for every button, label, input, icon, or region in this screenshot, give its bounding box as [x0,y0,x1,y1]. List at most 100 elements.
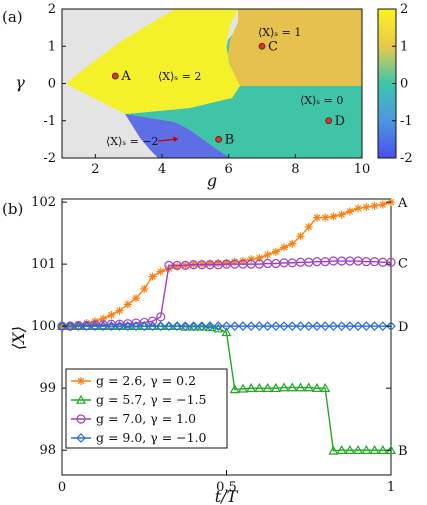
data-point [320,321,331,331]
data-point [369,444,380,454]
data-point [370,201,379,210]
end-label-c: C [398,256,408,271]
data-point [221,327,232,337]
data-point [362,203,371,212]
time-evolution-chart: 0 0.5 1 102 101 100 99 98 A C D B t/T ⟨X⟩ g = 2.6… [9,195,408,505]
data-point [147,321,158,331]
data-point [73,321,84,331]
data-point [140,284,149,293]
data-point [271,247,280,256]
point-label-d: D [335,114,345,129]
data-point [280,243,289,252]
data-point [312,213,321,222]
linechart-ytick-label: 99 [39,381,56,396]
data-point [344,444,355,454]
colorbar-tick-label: -2 [400,151,413,166]
heatmap-ytick-label: 1 [48,39,56,54]
point-label-b: B [225,132,235,147]
legend-box [65,368,228,449]
legend-label: g = 9.0, γ = −1.0 [96,430,207,445]
heatmap-xtick-label: 2 [91,162,99,177]
data-point [287,321,298,331]
data-point [246,382,257,392]
data-point [311,382,322,392]
data-point [279,321,289,331]
data-point [214,258,223,267]
data-point [147,316,158,326]
region-blue [125,114,230,158]
data-point [229,321,240,331]
data-point [114,321,125,331]
data-point [238,321,248,331]
data-point [353,321,363,331]
data-point [354,204,363,213]
data-point [271,321,281,331]
data-point [303,382,314,392]
data-point [296,232,305,241]
data-point [237,383,248,393]
linechart-ytick-label: 98 [39,443,56,458]
data-point [336,444,347,454]
data-point [378,200,387,209]
data-point [213,321,224,331]
linechart-ytick-label: 100 [31,319,56,334]
data-point [180,321,191,331]
data-point [229,384,240,394]
legend: g = 2.6, γ = 0.2 g = 5.7, γ = −1.5 g = 7.0… [65,368,228,449]
data-point [328,321,339,331]
data-point [320,382,331,392]
heatmap-ytick-label: 0 [48,77,56,92]
data-point [81,321,92,331]
data-point [148,272,157,281]
data-point [329,212,338,221]
heatmap-xtick-label: 4 [158,162,166,177]
data-point [254,382,265,392]
region-grey-upper [62,9,175,84]
data-point [386,321,396,331]
data-point [65,321,76,331]
data-point [205,321,215,331]
heatmap-xlabel: g [207,171,217,190]
data-point [345,321,355,331]
point-b [215,135,223,143]
data-point [288,239,297,248]
series-2 [57,256,396,331]
legend-item-1: g = 5.7, γ = −1.5 [71,392,207,407]
linechart-ytick-label: 101 [31,257,56,272]
point-c [258,42,266,50]
region-label-1: ⟨X⟩ₛ = 1 [258,26,301,39]
heatmap-xtick-label: 10 [354,162,371,177]
legend-swatch-marker [75,394,87,404]
legend-label: g = 7.0, γ = 1.0 [96,411,196,426]
data-point [321,213,330,222]
data-point [164,321,174,331]
legend-item-2: g = 7.0, γ = 1.0 [71,411,196,426]
data-point [156,267,165,276]
heatmap-ylabel: γ [15,73,25,92]
legend-item-0: g = 2.6, γ = 0.2 [71,373,196,388]
data-point [131,321,141,331]
region-orange [228,9,362,86]
data-point [106,321,117,331]
data-point [246,321,257,331]
data-point [377,321,388,331]
data-point [262,382,273,392]
data-point [188,321,199,331]
data-point [263,250,272,259]
data-point [353,444,364,454]
point-label-c: C [268,39,278,54]
heatmap-ytick-label: -1 [43,114,56,129]
data-point [107,310,116,319]
linechart-xtick-label: 0.5 [216,480,237,495]
heatmap-ytick-label: 2 [48,2,56,17]
series-3 [57,321,396,331]
data-point [122,321,133,331]
legend-swatch-marker [76,414,86,424]
data-point [57,321,67,331]
linechart-ylabel: ⟨X⟩ [9,326,28,350]
colorbar-tick-label: 2 [400,2,408,17]
linechart-xtick-label: 1 [387,480,395,495]
data-point [304,222,313,231]
legend-label: g = 5.7, γ = −1.5 [96,392,207,407]
data-point [312,321,322,331]
